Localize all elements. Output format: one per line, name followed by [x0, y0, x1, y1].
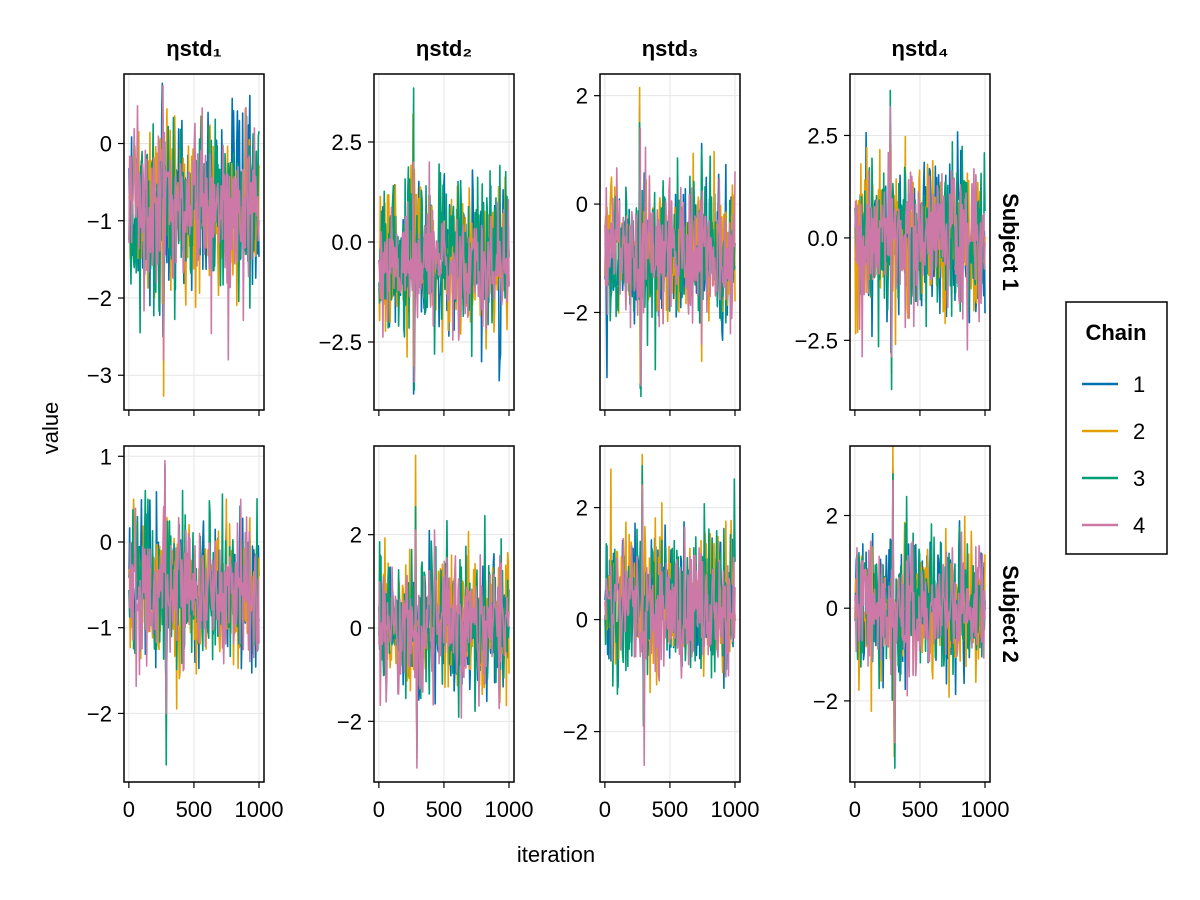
- x-tick-label: 1000: [961, 797, 1010, 822]
- legend-label-chain-3: 3: [1133, 466, 1145, 491]
- chain-legend: Chain 1 2 3 4: [1065, 301, 1168, 555]
- chain-3-trace: [854, 473, 986, 769]
- x-tick-label: 1000: [711, 797, 760, 822]
- legend-label-chain-2: 2: [1133, 419, 1145, 444]
- panel-r1-c4: 2.5 0.0 −2.5: [795, 73, 991, 416]
- y-tick-label: −3: [87, 363, 112, 388]
- chain-4-trace: [854, 105, 986, 358]
- x-tick-label: 500: [652, 797, 689, 822]
- column-title: ηstd₄: [892, 36, 949, 61]
- x-axis-label: iteration: [517, 842, 595, 867]
- legend-label-chain-1: 1: [1133, 372, 1145, 397]
- y-tick-label: −2: [87, 286, 112, 311]
- x-tick-label: 0: [599, 797, 611, 822]
- y-tick-label: 0: [350, 616, 362, 641]
- trace-group: [378, 454, 510, 769]
- panel-r2-c2: 2 0 −2 0 500 1000: [337, 445, 534, 822]
- x-tick-label: 1000: [485, 797, 534, 822]
- panel-r1-c2: 2.5 0.0 −2.5: [319, 73, 515, 416]
- y-tick-label: 1: [100, 444, 112, 469]
- y-tick-label: 0: [826, 596, 838, 621]
- x-tick-label: 1000: [235, 797, 284, 822]
- chain-4-trace: [128, 459, 260, 715]
- chain-4-trace: [128, 84, 260, 361]
- y-axis-label: value: [38, 402, 63, 455]
- column-title: ηstd₁: [166, 36, 222, 61]
- y-tick-label: −2: [563, 720, 588, 745]
- y-tick-label: 0: [100, 530, 112, 555]
- trace-group: [378, 87, 510, 395]
- x-tick-label: 0: [123, 797, 135, 822]
- y-tick-label: 2: [576, 84, 588, 109]
- y-tick-label: −1: [87, 209, 112, 234]
- panel-r2-c3: 2 0 −2 0 500 1000: [563, 445, 760, 822]
- chain-4-trace: [854, 479, 986, 744]
- panel-grid: 0 −1 −2 −3 2.5 0.0 −2.5 2 0 −2 2.5 0.0 −2.5 1 0 −1 −2 0 50…: [87, 73, 1010, 822]
- y-tick-label: −2: [337, 709, 362, 734]
- y-tick-label: 0: [100, 132, 112, 157]
- column-title: ηstd₃: [642, 36, 699, 61]
- legend-label-chain-4: 4: [1133, 513, 1145, 538]
- x-tick-label: 500: [902, 797, 939, 822]
- row-label: Subject 2: [998, 565, 1023, 663]
- y-tick-label: 2.5: [331, 130, 362, 155]
- y-tick-label: −2.5: [795, 328, 838, 353]
- trace-group: [604, 86, 736, 398]
- column-title: ηstd₂: [416, 36, 472, 61]
- panel-r1-c3: 2 0 −2: [563, 73, 741, 416]
- chain-4-trace: [604, 127, 736, 387]
- trace-group: [128, 82, 260, 397]
- legend-box: [1065, 301, 1168, 555]
- chain-4-trace: [604, 484, 736, 766]
- y-tick-label: 0.0: [331, 230, 362, 255]
- x-tick-label: 0: [849, 797, 861, 822]
- y-tick-label: −2: [87, 701, 112, 726]
- y-tick-label: 0: [576, 192, 588, 217]
- row-label: Subject 1: [998, 193, 1023, 291]
- panel-headers: ηstd₁ ηstd₂ ηstd₃ ηstd₄ Subject 1 Subject 2: [166, 36, 1023, 663]
- y-tick-label: 2: [350, 523, 362, 548]
- chain-4-trace: [378, 529, 510, 769]
- panel-r2-c4: 2 0 −2 0 500 1000: [813, 445, 1010, 822]
- x-tick-label: 500: [426, 797, 463, 822]
- trace-group: [128, 459, 260, 766]
- y-tick-label: 2.5: [807, 123, 838, 148]
- y-tick-label: −2: [563, 300, 588, 325]
- y-tick-label: −2.5: [319, 330, 362, 355]
- y-tick-label: −1: [87, 616, 112, 641]
- y-tick-label: −2: [813, 689, 838, 714]
- x-tick-label: 0: [373, 797, 385, 822]
- trace-group: [854, 446, 986, 769]
- x-tick-label: 500: [176, 797, 213, 822]
- chain-4-trace: [378, 161, 510, 383]
- y-tick-label: 2: [576, 496, 588, 521]
- y-tick-label: 2: [826, 504, 838, 529]
- panel-r2-c1: 1 0 −1 −2 0 500 1000: [87, 444, 284, 822]
- legend-title: Chain: [1085, 320, 1146, 345]
- y-tick-label: 0: [576, 608, 588, 633]
- panel-r1-c1: 0 −1 −2 −3: [87, 73, 265, 416]
- trace-group: [854, 89, 986, 391]
- y-tick-label: 0.0: [807, 226, 838, 251]
- trace-group: [604, 453, 736, 766]
